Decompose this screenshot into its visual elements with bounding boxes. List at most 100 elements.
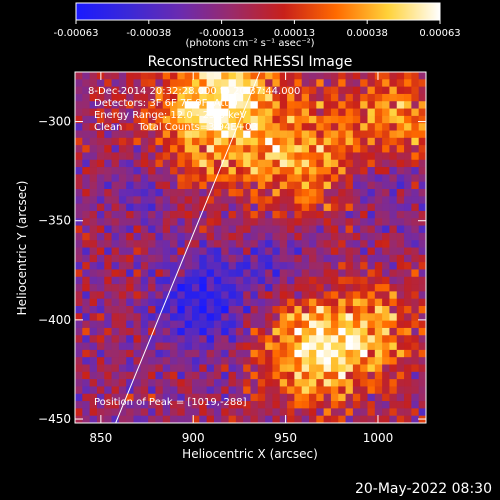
heatmap-cell [294, 342, 303, 351]
heatmap-cell [309, 284, 317, 292]
heatmap-cell [89, 335, 98, 343]
heatmap-cell [184, 93, 193, 102]
heatmap-cell [243, 306, 251, 314]
heatmap-cell [162, 130, 171, 139]
heatmap-cell [404, 327, 412, 336]
heatmap-cell [118, 349, 127, 358]
heatmap-cell [250, 101, 259, 109]
heatmap-cell [235, 240, 244, 248]
heatmap-cell [367, 254, 376, 263]
heatmap-cell [330, 137, 339, 146]
heatmap-cell [404, 145, 412, 153]
heatmap-cell [170, 218, 178, 226]
heatmap-cell [352, 364, 361, 373]
heatmap-cell [418, 130, 427, 139]
heatmap-cell [221, 393, 229, 402]
heatmap-cell [396, 79, 405, 88]
heatmap-cell [360, 284, 368, 292]
heatmap-cell [192, 145, 200, 153]
heatmap-cell [272, 130, 281, 139]
heatmap-cell [279, 262, 288, 270]
heatmap-cell [199, 306, 208, 314]
heatmap-cell [111, 130, 120, 139]
heatmap-cell [352, 152, 361, 161]
heatmap-cell [250, 386, 259, 395]
heatmap-cell [279, 320, 288, 329]
heatmap-cell [396, 357, 405, 365]
heatmap-cell [89, 137, 98, 146]
heatmap-cell [382, 401, 390, 409]
heatmap-cell [338, 386, 346, 395]
heatmap-cell [418, 123, 427, 131]
heatmap-cell [206, 196, 215, 205]
heatmap-cell [418, 269, 427, 278]
heatmap-cell [170, 137, 178, 146]
heatmap-cell [418, 349, 427, 358]
heatmap-cell [228, 101, 237, 109]
heatmap-cell [389, 130, 398, 139]
heatmap-cell [89, 225, 98, 234]
heatmap-cell [184, 181, 193, 190]
heatmap-cell [162, 145, 171, 153]
heatmap-cell [389, 181, 398, 190]
heatmap-cell [360, 298, 368, 307]
heatmap-cell [367, 357, 376, 365]
heatmap-cell [301, 415, 310, 424]
heatmap-cell [411, 174, 420, 183]
heatmap-cell [411, 306, 420, 314]
heatmap-cell [89, 167, 98, 175]
heatmap-cell [338, 123, 346, 131]
heatmap-cell [221, 181, 229, 190]
heatmap-cell [250, 320, 259, 329]
heatmap-cell [82, 101, 91, 109]
heatmap-cell [330, 379, 339, 387]
heatmap-cell [192, 174, 200, 183]
heatmap-cell [199, 415, 208, 424]
heatmap-cell [177, 218, 186, 226]
heatmap-cell [418, 108, 427, 117]
heatmap-cell [104, 101, 112, 109]
heatmap-cell [279, 371, 288, 380]
heatmap-cell [338, 108, 346, 117]
heatmap-cell [104, 225, 112, 234]
heatmap-cell [140, 320, 149, 329]
heatmap-cell [133, 393, 142, 402]
heatmap-cell [213, 254, 222, 263]
heatmap-cell [323, 101, 332, 109]
heatmap-cell [89, 284, 98, 292]
heatmap-cell [118, 269, 127, 278]
heatmap-cell [294, 306, 303, 314]
heatmap-cell [404, 276, 412, 285]
heatmap-cell [272, 269, 281, 278]
heatmap-cell [96, 93, 105, 102]
heatmap-cell [411, 349, 420, 358]
heatmap-cell [184, 115, 193, 124]
heatmap-cell [309, 335, 317, 343]
heatmap-cell [162, 284, 171, 292]
heatmap-cell [396, 254, 405, 263]
heatmap-cell [89, 108, 98, 117]
heatmap-cell [265, 327, 273, 336]
heatmap-cell [345, 269, 354, 278]
heatmap-cell [133, 189, 142, 197]
heatmap-cell [316, 79, 325, 88]
heatmap-cell [155, 218, 164, 226]
heatmap-cell [287, 247, 295, 256]
heatmap-cell [360, 349, 368, 358]
heatmap-cell [192, 130, 200, 139]
heatmap-cell [235, 284, 244, 292]
heatmap-cell [199, 298, 208, 307]
heatmap-cell [272, 167, 281, 175]
heatmap-cell [89, 232, 98, 241]
heatmap-cell [265, 181, 273, 190]
heatmap-cell [389, 152, 398, 161]
heatmap-cell [294, 291, 303, 300]
x-tick-label: 850 [89, 431, 112, 445]
heatmap-cell [118, 298, 127, 307]
heatmap-cell [199, 371, 208, 380]
heatmap-cell [338, 152, 346, 161]
heatmap-cell [352, 115, 361, 124]
heatmap-cell [133, 152, 142, 161]
heatmap-cell [148, 291, 156, 300]
heatmap-cell [155, 159, 164, 168]
